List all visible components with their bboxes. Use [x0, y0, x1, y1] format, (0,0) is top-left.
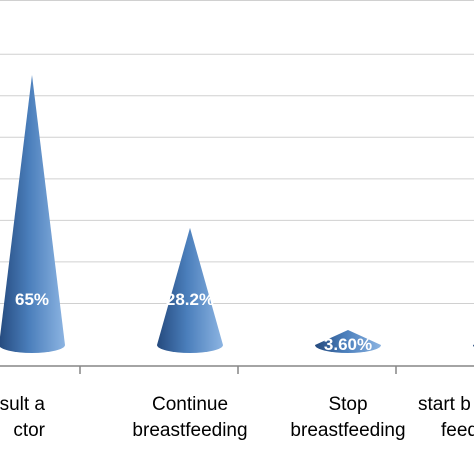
bar-cone: [315, 330, 381, 353]
gridlines: [0, 0, 474, 304]
x-tick-label: breastfeeding: [132, 420, 247, 441]
x-tick-label: start b: [418, 394, 471, 415]
x-tick-label: sult a: [0, 394, 45, 415]
data-label: 28.2%: [166, 290, 214, 309]
labels: 65% sult a ctor 28.2% Continue breastfeeding 3…: [0, 290, 474, 441]
bar-cone-body: [157, 227, 223, 353]
x-tick-label: ctor: [13, 420, 45, 441]
bars: [0, 75, 474, 353]
bar-cone-body: [0, 75, 65, 353]
bar-cone: [157, 227, 223, 353]
x-tick-label: feed: [441, 420, 474, 441]
x-tick-label: Continue: [152, 394, 228, 415]
x-tick-label: Stop: [328, 394, 367, 415]
x-axis: [0, 365, 474, 374]
x-tick-label: breastfeeding: [290, 420, 405, 441]
bar-cone-body: [315, 330, 381, 353]
data-label: 65%: [15, 290, 49, 309]
data-label: 3.60%: [324, 335, 372, 354]
bar-cone: [0, 75, 65, 353]
